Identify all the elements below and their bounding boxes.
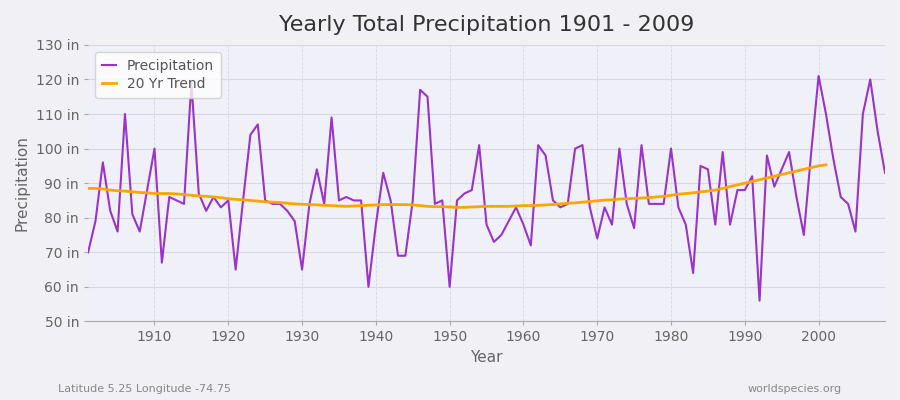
Precipitation [141, 188, 152, 192]
20 Yr Trend [452, 205, 463, 210]
Precipitation [607, 222, 617, 227]
Precipitation [879, 170, 890, 175]
Line: 20 Yr Trend: 20 Yr Trend [88, 165, 826, 207]
20 Yr Trend [134, 190, 145, 195]
Legend: Precipitation, 20 Yr Trend: Precipitation, 20 Yr Trend [95, 52, 221, 98]
20 Yr Trend [83, 186, 94, 191]
Precipitation [348, 198, 359, 203]
X-axis label: Year: Year [471, 350, 503, 365]
Text: Latitude 5.25 Longitude -74.75: Latitude 5.25 Longitude -74.75 [58, 384, 231, 394]
20 Yr Trend [533, 203, 544, 208]
Precipitation [83, 250, 94, 255]
Precipitation [518, 222, 529, 227]
20 Yr Trend [267, 200, 278, 204]
20 Yr Trend [607, 197, 617, 202]
20 Yr Trend [422, 204, 433, 209]
Precipitation [754, 298, 765, 303]
Precipitation [814, 74, 824, 78]
Precipitation [304, 202, 315, 206]
Line: Precipitation: Precipitation [88, 76, 885, 301]
Title: Yearly Total Precipitation 1901 - 2009: Yearly Total Precipitation 1901 - 2009 [279, 15, 694, 35]
Precipitation [510, 205, 521, 210]
Text: worldspecies.org: worldspecies.org [747, 384, 842, 394]
20 Yr Trend [821, 162, 832, 167]
Y-axis label: Precipitation: Precipitation [15, 135, 30, 231]
20 Yr Trend [644, 195, 654, 200]
